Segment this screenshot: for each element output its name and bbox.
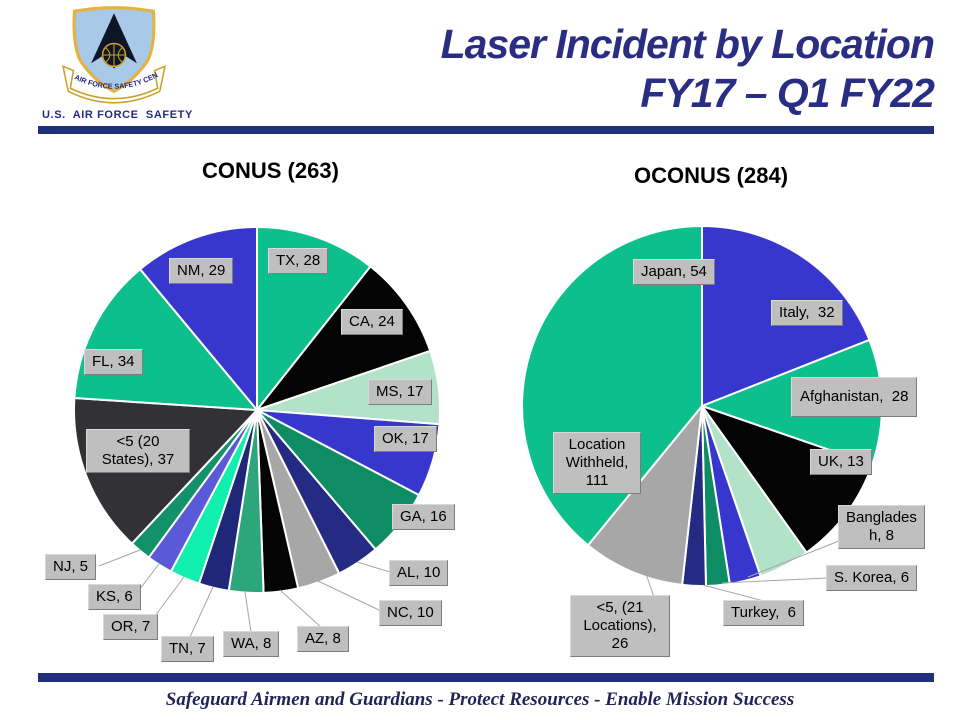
data-label: GA, 16 [392,504,455,530]
data-label: Banglades h, 8 [838,505,925,549]
data-label: WA, 8 [223,631,280,657]
agency-label: U.S. AIR FORCE SAFETY [42,109,193,121]
data-label: Italy, 32 [771,300,843,326]
data-label: Turkey, 6 [723,600,805,626]
data-label: CA, 24 [341,309,403,335]
footer-motto: Safeguard Airmen and Guardians - Protect… [165,689,795,710]
slide-title-line2: FY17 – Q1 FY22 [640,70,935,116]
data-label: <5, (21 Locations), 26 [570,595,670,657]
conus-pie-chart [73,226,441,594]
ribbon-banner [61,65,167,104]
slide-title-line1: Laser Incident by Location [440,21,935,67]
data-label: FL, 34 [84,349,143,375]
data-label: NJ, 5 [45,554,97,580]
slide-title: Laser Incident by Location FY17 – Q1 FY2… [300,20,935,118]
data-label: NC, 10 [379,600,442,626]
data-label: KS, 6 [88,584,141,610]
data-label: Japan, 54 [633,259,715,285]
oconus-chart-title: OCONUS (284) [634,163,789,188]
data-label: <5 (20 States), 37 [86,429,190,473]
globe-grid [102,43,126,67]
data-label: AL, 10 [389,560,449,586]
falcon-body [104,13,124,46]
conus-chart-title: CONUS (263) [202,158,339,183]
data-label: MS, 17 [368,379,432,405]
pie-slice-ca [256,265,432,411]
data-label: TX, 28 [268,248,329,274]
footer-rule [38,673,934,682]
data-label: AZ, 8 [297,626,349,652]
data-label: NM, 29 [169,258,234,284]
data-label: UK, 13 [810,449,872,475]
leader-lines [98,540,840,638]
data-label: S. Korea, 6 [826,565,918,591]
shield-icon: AIR FORCE SAFETY CENTER [54,0,167,104]
pie-slice--5-21-locations- [587,405,703,586]
data-label: TN, 7 [161,636,214,662]
data-label: Afghanistan, 28 [791,377,918,417]
data-label: Location Withheld, 111 [553,432,641,494]
air-force-safety-center-logo: AIR FORCE SAFETY CENTER [54,0,173,108]
data-label: OK, 17 [374,426,437,452]
header-rule [38,126,934,134]
data-label: OR, 7 [103,614,159,640]
